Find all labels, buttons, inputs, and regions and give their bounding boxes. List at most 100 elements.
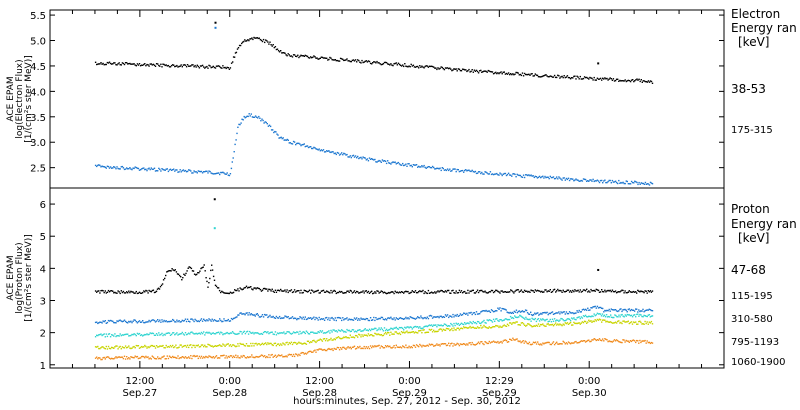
data-point [451,290,453,292]
data-point [624,182,626,185]
data-point [458,314,461,317]
data-point [192,270,195,272]
data-point [288,317,290,320]
data-point [357,346,359,348]
data-point [479,70,481,72]
data-point [290,289,293,291]
data-point [317,331,319,333]
data-point [226,172,228,174]
data-point [425,331,427,334]
data-point [647,314,649,316]
data-point [207,286,209,288]
data-point [408,318,410,320]
data-point [360,317,362,319]
data-point [639,320,641,322]
data-point [124,168,127,170]
data-point [321,56,324,59]
data-point [458,289,461,292]
data-point [555,320,557,322]
data-point [606,320,608,322]
data-point [563,177,565,179]
data-point [211,264,213,266]
data-point [344,318,346,320]
data-point [107,289,110,292]
data-point [637,311,639,313]
data-point [456,327,458,329]
data-point [319,330,321,332]
data-point [264,331,266,333]
data-point [264,313,266,316]
data-point [103,333,105,335]
data-point [225,67,227,70]
data-point [458,344,461,347]
data-point [322,349,325,351]
data-point [227,292,229,295]
data-point [562,323,564,325]
data-point [434,331,436,333]
data-point [428,343,431,345]
data-point [155,358,158,360]
data-point [111,63,113,65]
data-point [169,344,172,347]
data-point [630,314,633,317]
data-point [587,180,589,182]
data-point [599,291,602,293]
data-point [403,318,405,320]
data-point [449,315,451,317]
data-point [466,322,468,324]
data-point [100,62,102,64]
data-point [199,319,202,321]
data-point [197,272,199,274]
data-point [525,73,527,76]
data-point [374,345,376,347]
data-point [396,332,398,335]
data-point [200,355,203,358]
data-point [337,316,340,319]
data-point [515,338,517,341]
data-point [111,334,113,336]
data-point [274,342,277,344]
data-point [281,290,283,292]
data-point [453,292,455,294]
data-point [247,39,249,41]
data-point [598,313,601,315]
data-point [437,167,439,170]
data-point [333,329,335,331]
data-point [336,151,339,154]
data-point [578,78,580,80]
data-point [517,310,520,313]
data-point [551,311,554,313]
x-tick-date: Sep.28 [212,388,247,399]
data-point [207,356,209,359]
data-point [589,309,591,311]
data-point [631,323,634,325]
data-point [146,347,148,349]
data-point [137,292,140,294]
data-point [586,76,588,79]
data-point [409,347,411,349]
data-point [578,291,580,293]
data-point [276,332,279,334]
data-point [172,344,174,347]
data-point [220,355,222,357]
data-point [440,324,442,326]
data-point [515,71,517,74]
data-point [415,317,418,319]
data-point [594,305,596,308]
data-point [259,344,262,346]
data-point [142,64,144,66]
data-point [408,345,410,347]
data-point [599,77,602,80]
data-point [586,309,588,311]
data-point [97,345,99,348]
data-point [121,346,124,348]
data-point [522,75,525,77]
data-point [444,67,447,69]
data-point [638,78,640,80]
data-point [258,115,260,118]
data-point [127,292,129,294]
data-point [103,64,105,66]
data-point [641,323,643,325]
data-point [147,356,149,358]
data-point [269,356,271,359]
